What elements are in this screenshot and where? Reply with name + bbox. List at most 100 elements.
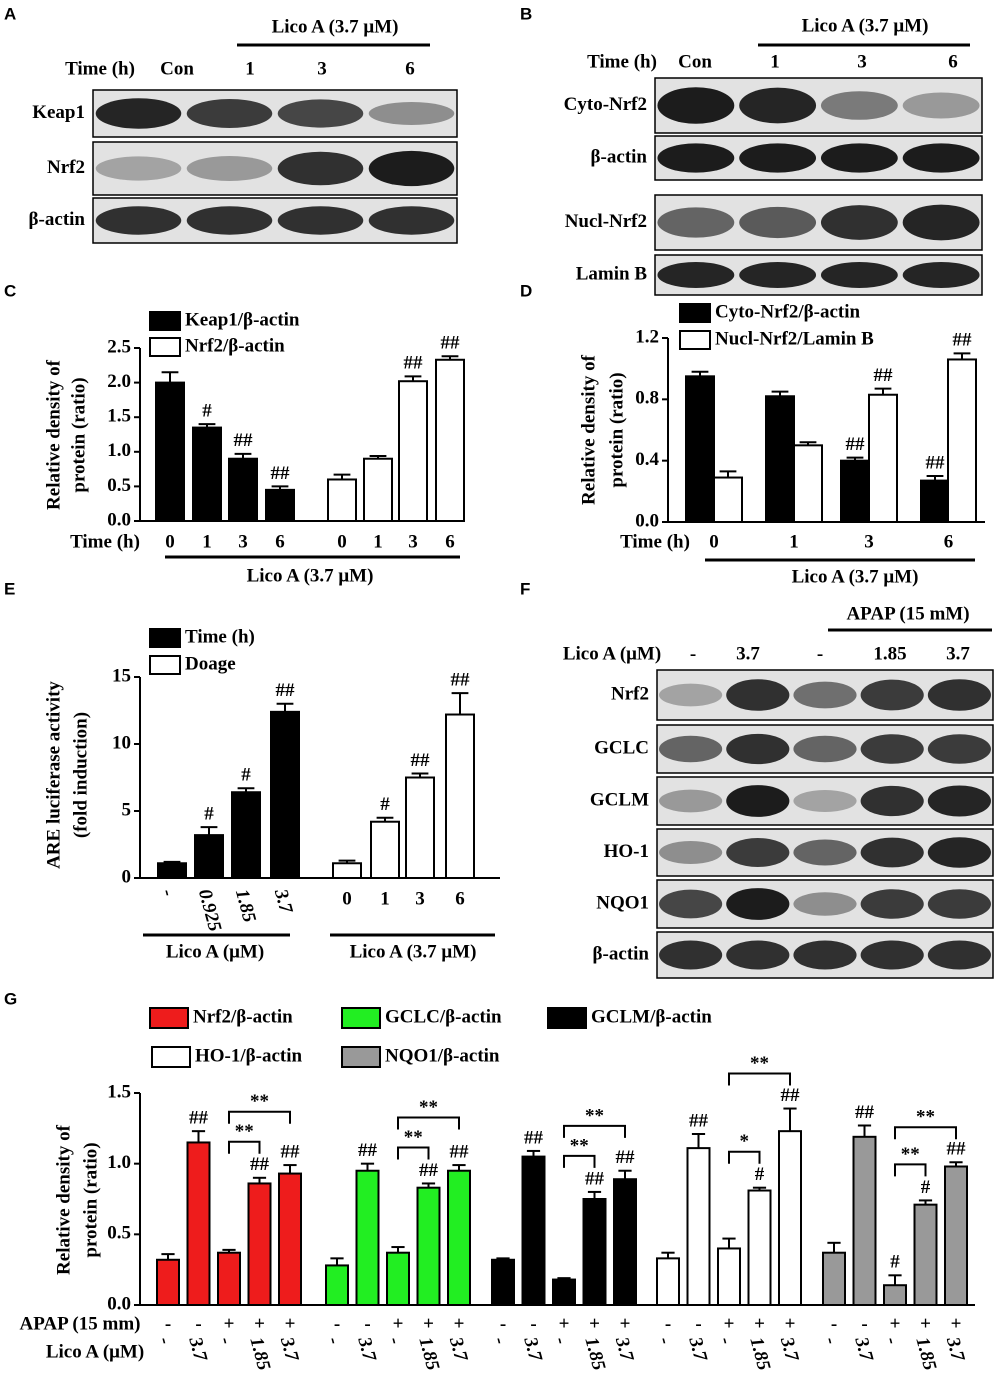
bracket-label: ** [404, 1127, 423, 1148]
x-tick-label: 1 [789, 531, 799, 552]
blot-band [793, 940, 857, 970]
y-axis-label: Relative density of [43, 359, 64, 510]
blot-band [860, 679, 924, 711]
blot-band [793, 735, 857, 763]
y-tick-label: 0.5 [107, 475, 131, 496]
row-value: + [224, 1313, 235, 1334]
blot-band [927, 837, 991, 868]
x-tick-label: 6 [445, 531, 455, 552]
row-value: - [364, 1313, 370, 1334]
bar [363, 457, 393, 522]
blot-lane-label: 3 [857, 51, 867, 72]
row-value: - [861, 1313, 867, 1334]
y-tick-label: 0.8 [635, 388, 659, 409]
legend-label: GCLC/β-actin [385, 1006, 502, 1027]
bar [913, 1203, 938, 1306]
bar [186, 1141, 211, 1307]
y-tick-label: 1.0 [107, 1152, 131, 1173]
bar [265, 488, 295, 522]
bracket [563, 1154, 596, 1168]
row-value: + [754, 1313, 765, 1334]
bar [852, 1135, 877, 1307]
legend-swatch [341, 1046, 381, 1068]
blot-band [902, 204, 980, 241]
blot-band [927, 785, 991, 817]
bracket-label: ** [750, 1053, 769, 1074]
x-tick-label: 0 [342, 888, 352, 909]
significance-mark: ## [855, 1102, 875, 1123]
blot-band [820, 262, 898, 288]
blot-lane-label: 1 [245, 58, 255, 79]
row-value: + [920, 1313, 931, 1334]
bar [247, 1182, 272, 1307]
bracket [894, 1126, 957, 1140]
row-value: - [384, 1335, 406, 1347]
legend-label: NQO1/β-actin [385, 1045, 500, 1066]
significance-mark: ## [953, 330, 973, 351]
blot-band [726, 888, 790, 920]
blot-band [95, 156, 182, 181]
blot-row-label: Nrf2 [611, 683, 649, 704]
bracket [894, 1163, 927, 1177]
bar [793, 444, 823, 524]
blot-header: Lico A (3.7 μM) [802, 15, 929, 36]
blot-band [860, 940, 924, 970]
significance-mark: ## [419, 1160, 439, 1181]
legend-label: GCLM/β-actin [591, 1006, 712, 1027]
legend-swatch [149, 628, 181, 648]
blot-row-label: Cyto-Nrf2 [564, 94, 647, 115]
bar [156, 1258, 180, 1306]
significance-mark: # [755, 1164, 765, 1185]
row-value: + [785, 1313, 796, 1334]
row-value: - [195, 1313, 201, 1334]
bar [883, 1284, 907, 1307]
bar [582, 1198, 607, 1306]
row-value: + [951, 1313, 962, 1334]
bracket-label: ** [901, 1144, 920, 1165]
legend-swatch [679, 330, 711, 350]
blot-band [277, 151, 364, 186]
y-tick-label: 0.4 [635, 449, 659, 470]
blot-band [726, 679, 790, 711]
panel-label: G [4, 989, 17, 1008]
bar [713, 476, 743, 523]
bar [228, 457, 258, 522]
row-value: + [620, 1313, 631, 1334]
panel-label: F [520, 579, 530, 598]
row-value: - [489, 1335, 511, 1347]
significance-mark: ## [616, 1147, 636, 1168]
bar [920, 479, 950, 524]
significance-mark: ## [271, 463, 291, 484]
blot-band [186, 99, 273, 128]
significance-mark: ## [451, 669, 471, 690]
bar [944, 1165, 968, 1306]
bar [765, 395, 795, 523]
significance-mark: ## [781, 1085, 801, 1106]
blot-band [368, 150, 455, 187]
blot-band [927, 889, 991, 919]
blot-band [659, 841, 723, 864]
y-axis-label: Relative density of [53, 1124, 74, 1275]
y-tick-label: 1.5 [107, 406, 131, 427]
blot-lane-label: - [817, 643, 823, 664]
significance-mark: ## [450, 1141, 470, 1162]
blot-band [657, 143, 735, 173]
blot-band [860, 889, 924, 919]
blot-band [739, 262, 817, 288]
bar [157, 862, 187, 880]
x-tick-label: - [157, 887, 179, 899]
bar [435, 358, 465, 522]
bar [613, 1178, 637, 1307]
bar [192, 426, 222, 522]
y-tick-label: 0.5 [107, 1223, 131, 1244]
row-value: + [285, 1313, 296, 1334]
blot-lane-title: Time (h) [587, 51, 657, 72]
row-value: + [423, 1313, 434, 1334]
blot-band [659, 940, 723, 970]
significance-mark: # [241, 765, 251, 786]
blot-band [726, 940, 790, 970]
significance-mark: ## [846, 434, 866, 455]
legend-swatch [149, 311, 181, 331]
legend-label: Cyto-Nrf2/β-actin [715, 301, 861, 322]
x-tick-label: 3 [238, 531, 248, 552]
